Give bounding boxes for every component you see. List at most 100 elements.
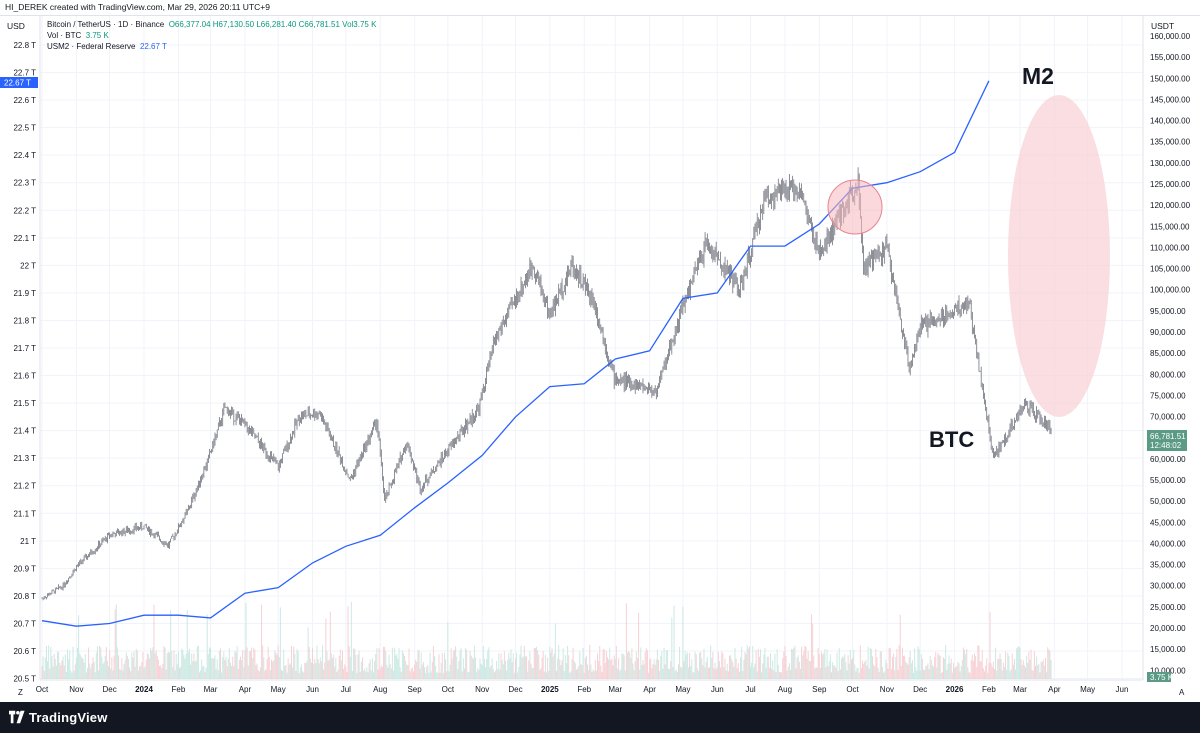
volume-bar-2025-08-04: [787, 666, 789, 679]
volume-bar-2024-10-08: [455, 646, 457, 679]
volume-bar-2023-11-27: [104, 655, 106, 679]
legend-m2-row[interactable]: USM2 · Federal Reserve 22.67 T: [47, 41, 376, 52]
volume-bar-2025-02-27: [612, 665, 614, 679]
volume-bar-2024-06-24: [337, 669, 339, 679]
volume-bar-2023-12-01: [109, 650, 111, 679]
volume-bar-2024-03-28: [239, 656, 241, 679]
left-axis[interactable]: 22.8 T 22.7 T 22.6 T 22.5 T 22.4 T 22.3 T 22.2…: [13, 41, 36, 684]
volume-bar-2025-03-27: [643, 664, 645, 679]
left-axis-tick-label: 22.7 T: [13, 69, 36, 78]
volume-bar-2025-11-02: [887, 668, 889, 679]
volume-bar-2024-09-03: [416, 661, 418, 679]
volume-bar-2024-12-04: [518, 666, 520, 679]
time-axis-tick-label: Mar: [608, 685, 622, 694]
volume-bar-2025-05-01: [682, 606, 684, 679]
volume-bar-2024-06-12: [324, 662, 326, 679]
volume-bar-2024-08-02: [380, 665, 382, 679]
volume-bar-2024-07-13: [358, 650, 360, 679]
volume-bar-2025-02-18: [602, 649, 604, 679]
volume-bar-2025-01-05: [553, 653, 555, 679]
volume-bar-2024-11-27: [510, 649, 512, 679]
chart-frame[interactable]: [0, 15, 1200, 703]
left-axis-tick-label: 21.4 T: [13, 427, 36, 436]
volume-bar-2025-12-13: [932, 666, 934, 679]
volume-bar-2025-04-22: [672, 667, 674, 679]
volume-bar-2024-11-22: [504, 660, 506, 679]
volume-bar-2023-11-10: [85, 672, 87, 679]
volume-bar-2025-02-28: [613, 655, 615, 679]
volume-bar-2025-11-16: [903, 656, 905, 679]
right-axis-tick-label: 160,000.00: [1150, 32, 1191, 41]
volume-bar-2024-09-13: [427, 664, 429, 679]
volume-bar-2024-07-23: [369, 659, 371, 679]
volume-bar-2024-12-08: [522, 656, 524, 679]
volume-bar-2023-11-19: [95, 652, 97, 679]
volume-bar-2024-09-06: [419, 668, 421, 679]
volume-bar-2024-12-25: [541, 657, 543, 679]
volume-bar-2024-09-15: [429, 652, 431, 679]
volume-bar-2025-05-28: [712, 651, 714, 679]
volume-bar-2024-05-07: [284, 665, 286, 679]
volume-bar-2024-11-08: [489, 667, 491, 679]
volume-bar-2024-07-20: [366, 667, 368, 679]
legend-volume-row[interactable]: Vol · BTC 3.75 K: [47, 30, 376, 41]
volume-bar-2025-10-03: [854, 664, 856, 679]
volume-bar-2024-03-26: [237, 668, 239, 679]
volume-bar-2024-07-08: [353, 648, 355, 679]
volume-bar-2024-08-08: [387, 667, 389, 679]
volume-bar-2024-01-29: [174, 670, 176, 679]
volume-bar-2026-01-05: [958, 663, 960, 679]
volume-bar-2025-02-14: [598, 660, 600, 679]
volume-bar-2025-01-26: [577, 668, 579, 679]
volume-bar-2025-02-09: [592, 669, 594, 679]
volume-bar-2025-03-06: [620, 669, 622, 679]
volume-bar-2023-10-27: [70, 670, 72, 679]
volume-bar-2025-08-06: [789, 670, 791, 679]
volume-bar-2025-08-09: [793, 647, 795, 679]
volume-bar-2026-03-15: [1035, 665, 1037, 679]
volume-bar-2024-03-07: [216, 659, 218, 679]
volume-bar-2024-05-18: [296, 649, 298, 679]
volume-bar-2025-12-31: [952, 662, 954, 679]
right-axis-tick-label: 95,000.00: [1150, 307, 1186, 316]
volume-bar-2026-01-30: [986, 658, 988, 679]
volume-bar-2024-02-08: [185, 653, 187, 679]
right-axis[interactable]: 160,000.00 155,000.00 150,000.00 145,000.00…: [1150, 32, 1191, 675]
left-axis-tick-label: 20.9 T: [13, 564, 36, 573]
volume-bar-2023-10-24: [67, 649, 69, 679]
legend-main-row[interactable]: Bitcoin / TetherUS · 1D · Binance O66,37…: [47, 19, 376, 30]
volume-bar-2024-04-21: [266, 659, 268, 679]
volume-bar-2025-05-05: [686, 652, 688, 679]
volume-bar-2024-01-28: [173, 650, 175, 679]
volume-bar-2024-09-24: [439, 672, 441, 679]
volume-bar-2024-05-31: [310, 662, 312, 679]
volume-bar-2025-05-30: [714, 662, 716, 679]
volume-bar-2023-11-04: [79, 653, 81, 679]
volume-bar-2024-02-01: [177, 651, 179, 679]
time-axis[interactable]: Oct Nov Dec 2024 Feb Mar Apr May Jun Jul Aug Sep Oct…: [36, 685, 1129, 694]
volume-bar-2025-06-17: [734, 647, 736, 679]
volume-bar-2025-08-16: [801, 646, 803, 679]
volume-bar-2023-10-29: [72, 646, 74, 679]
right-axis-tick-label: 55,000.00: [1150, 476, 1186, 485]
volume-bar-2024-05-28: [307, 627, 309, 679]
volume-bar-2024-10-14: [461, 671, 463, 679]
volume-bar-2024-05-17: [295, 670, 297, 679]
time-axis-tick-label: Mar: [204, 685, 218, 694]
volume-bar-2024-05-01: [277, 645, 279, 679]
volume-bar-2024-11-28: [511, 662, 513, 679]
volume-bar-2024-04-26: [272, 661, 274, 679]
volume-bar-2026-03-28: [1049, 650, 1051, 679]
volume-bar-2025-11-28: [916, 670, 918, 679]
volume-bar-2024-01-08: [151, 650, 153, 679]
volume-bar-2024-02-18: [196, 646, 198, 679]
auto-scale-button[interactable]: A: [1179, 688, 1185, 697]
volume-bar-2025-02-15: [599, 645, 601, 679]
time-axis-tick-label: Jun: [1116, 685, 1129, 694]
volume-bar-2024-01-07: [150, 647, 152, 679]
volume-bar-2024-06-23: [336, 671, 338, 679]
volume-bar-2026-02-19: [1008, 655, 1010, 679]
zoom-button[interactable]: Z: [18, 688, 23, 697]
volume-bar-2026-01-10: [964, 649, 966, 679]
